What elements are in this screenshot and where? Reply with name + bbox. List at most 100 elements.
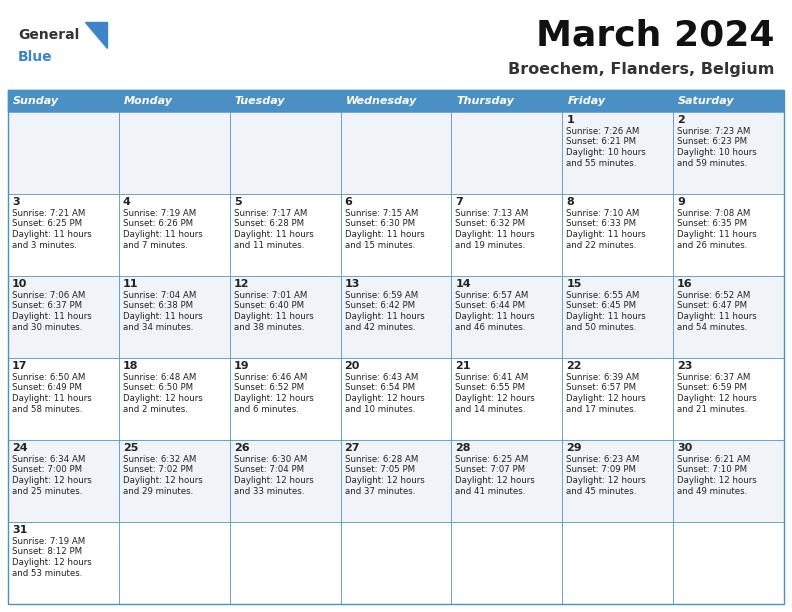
Text: Daylight: 12 hours: Daylight: 12 hours xyxy=(234,476,314,485)
Text: Sunset: 7:07 PM: Sunset: 7:07 PM xyxy=(455,466,526,474)
Text: Sunset: 6:23 PM: Sunset: 6:23 PM xyxy=(677,138,748,146)
Text: Sunset: 6:54 PM: Sunset: 6:54 PM xyxy=(345,384,415,392)
Text: Sunset: 6:49 PM: Sunset: 6:49 PM xyxy=(12,384,82,392)
Text: Sunset: 6:26 PM: Sunset: 6:26 PM xyxy=(123,220,193,228)
Text: Sunrise: 7:04 AM: Sunrise: 7:04 AM xyxy=(123,291,196,300)
Text: Daylight: 12 hours: Daylight: 12 hours xyxy=(123,394,203,403)
Bar xyxy=(119,194,230,276)
Text: 27: 27 xyxy=(345,443,360,453)
Text: Daylight: 11 hours: Daylight: 11 hours xyxy=(345,312,425,321)
Bar xyxy=(119,522,230,604)
Text: 9: 9 xyxy=(677,197,685,207)
Text: 8: 8 xyxy=(566,197,574,207)
Bar xyxy=(673,522,784,604)
Text: and 17 minutes.: and 17 minutes. xyxy=(566,405,637,414)
Text: 18: 18 xyxy=(123,361,139,371)
Bar xyxy=(230,90,341,112)
Bar xyxy=(451,194,562,276)
Text: Daylight: 12 hours: Daylight: 12 hours xyxy=(455,394,535,403)
Bar xyxy=(562,90,673,112)
Text: Sunrise: 6:28 AM: Sunrise: 6:28 AM xyxy=(345,455,418,464)
Bar xyxy=(119,358,230,440)
Text: Sunrise: 6:48 AM: Sunrise: 6:48 AM xyxy=(123,373,196,382)
Text: 11: 11 xyxy=(123,279,139,289)
Bar xyxy=(562,440,673,522)
Bar xyxy=(8,522,119,604)
Text: Sunset: 6:33 PM: Sunset: 6:33 PM xyxy=(566,220,637,228)
Polygon shape xyxy=(85,22,107,48)
Text: Sunset: 6:25 PM: Sunset: 6:25 PM xyxy=(12,220,82,228)
Text: Sunrise: 6:55 AM: Sunrise: 6:55 AM xyxy=(566,291,640,300)
Text: 28: 28 xyxy=(455,443,471,453)
Text: and 59 minutes.: and 59 minutes. xyxy=(677,159,748,168)
Text: and 26 minutes.: and 26 minutes. xyxy=(677,241,748,250)
Text: Daylight: 12 hours: Daylight: 12 hours xyxy=(677,476,757,485)
Text: Blue: Blue xyxy=(18,50,52,64)
Text: Sunset: 6:57 PM: Sunset: 6:57 PM xyxy=(566,384,637,392)
Text: Sunrise: 7:19 AM: Sunrise: 7:19 AM xyxy=(123,209,196,218)
Text: 15: 15 xyxy=(566,279,581,289)
Text: Sunset: 6:21 PM: Sunset: 6:21 PM xyxy=(566,138,637,146)
Bar xyxy=(451,90,562,112)
Text: and 41 minutes.: and 41 minutes. xyxy=(455,487,526,496)
Bar xyxy=(341,440,451,522)
Text: Sunset: 7:10 PM: Sunset: 7:10 PM xyxy=(677,466,748,474)
Bar xyxy=(8,90,119,112)
Text: 19: 19 xyxy=(234,361,249,371)
Bar xyxy=(230,358,341,440)
Text: and 46 minutes.: and 46 minutes. xyxy=(455,323,526,332)
Text: and 54 minutes.: and 54 minutes. xyxy=(677,323,748,332)
Text: Sunrise: 6:41 AM: Sunrise: 6:41 AM xyxy=(455,373,529,382)
Text: Sunset: 6:42 PM: Sunset: 6:42 PM xyxy=(345,302,415,310)
Text: and 34 minutes.: and 34 minutes. xyxy=(123,323,193,332)
Text: 24: 24 xyxy=(12,443,28,453)
Text: Daylight: 12 hours: Daylight: 12 hours xyxy=(677,394,757,403)
Text: 26: 26 xyxy=(234,443,249,453)
Text: Sunrise: 6:21 AM: Sunrise: 6:21 AM xyxy=(677,455,751,464)
Text: Thursday: Thursday xyxy=(456,96,514,106)
Text: Daylight: 11 hours: Daylight: 11 hours xyxy=(123,312,203,321)
Text: Sunrise: 6:46 AM: Sunrise: 6:46 AM xyxy=(234,373,307,382)
Text: and 42 minutes.: and 42 minutes. xyxy=(345,323,415,332)
Text: 14: 14 xyxy=(455,279,471,289)
Text: Daylight: 11 hours: Daylight: 11 hours xyxy=(12,230,92,239)
Text: 12: 12 xyxy=(234,279,249,289)
Text: Sunset: 6:59 PM: Sunset: 6:59 PM xyxy=(677,384,747,392)
Bar xyxy=(8,194,119,276)
Text: and 2 minutes.: and 2 minutes. xyxy=(123,405,188,414)
Text: Sunset: 7:04 PM: Sunset: 7:04 PM xyxy=(234,466,304,474)
Text: and 25 minutes.: and 25 minutes. xyxy=(12,487,82,496)
Text: General: General xyxy=(18,28,79,42)
Text: Sunrise: 7:26 AM: Sunrise: 7:26 AM xyxy=(566,127,640,136)
Text: Tuesday: Tuesday xyxy=(234,96,285,106)
Text: 20: 20 xyxy=(345,361,360,371)
Bar xyxy=(119,440,230,522)
Text: Sunrise: 6:37 AM: Sunrise: 6:37 AM xyxy=(677,373,751,382)
Text: and 33 minutes.: and 33 minutes. xyxy=(234,487,304,496)
Text: Sunset: 7:05 PM: Sunset: 7:05 PM xyxy=(345,466,415,474)
Text: Sunrise: 6:32 AM: Sunrise: 6:32 AM xyxy=(123,455,196,464)
Text: 5: 5 xyxy=(234,197,242,207)
Bar xyxy=(341,358,451,440)
Bar xyxy=(451,112,562,194)
Text: Sunrise: 7:13 AM: Sunrise: 7:13 AM xyxy=(455,209,529,218)
Text: and 3 minutes.: and 3 minutes. xyxy=(12,241,77,250)
Text: Daylight: 12 hours: Daylight: 12 hours xyxy=(123,476,203,485)
Text: Sunrise: 7:19 AM: Sunrise: 7:19 AM xyxy=(12,537,86,546)
Text: Sunrise: 6:43 AM: Sunrise: 6:43 AM xyxy=(345,373,418,382)
Text: Sunset: 8:12 PM: Sunset: 8:12 PM xyxy=(12,548,82,556)
Text: Daylight: 12 hours: Daylight: 12 hours xyxy=(345,476,425,485)
Text: and 55 minutes.: and 55 minutes. xyxy=(566,159,637,168)
Text: and 45 minutes.: and 45 minutes. xyxy=(566,487,637,496)
Bar xyxy=(673,194,784,276)
Text: Sunset: 7:02 PM: Sunset: 7:02 PM xyxy=(123,466,193,474)
Text: Daylight: 11 hours: Daylight: 11 hours xyxy=(123,230,203,239)
Text: Sunset: 7:00 PM: Sunset: 7:00 PM xyxy=(12,466,82,474)
Text: Sunset: 6:28 PM: Sunset: 6:28 PM xyxy=(234,220,304,228)
Text: 17: 17 xyxy=(12,361,28,371)
Text: Sunset: 6:30 PM: Sunset: 6:30 PM xyxy=(345,220,415,228)
Bar xyxy=(451,440,562,522)
Text: and 21 minutes.: and 21 minutes. xyxy=(677,405,748,414)
Text: Daylight: 12 hours: Daylight: 12 hours xyxy=(234,394,314,403)
Text: Sunrise: 6:52 AM: Sunrise: 6:52 AM xyxy=(677,291,751,300)
